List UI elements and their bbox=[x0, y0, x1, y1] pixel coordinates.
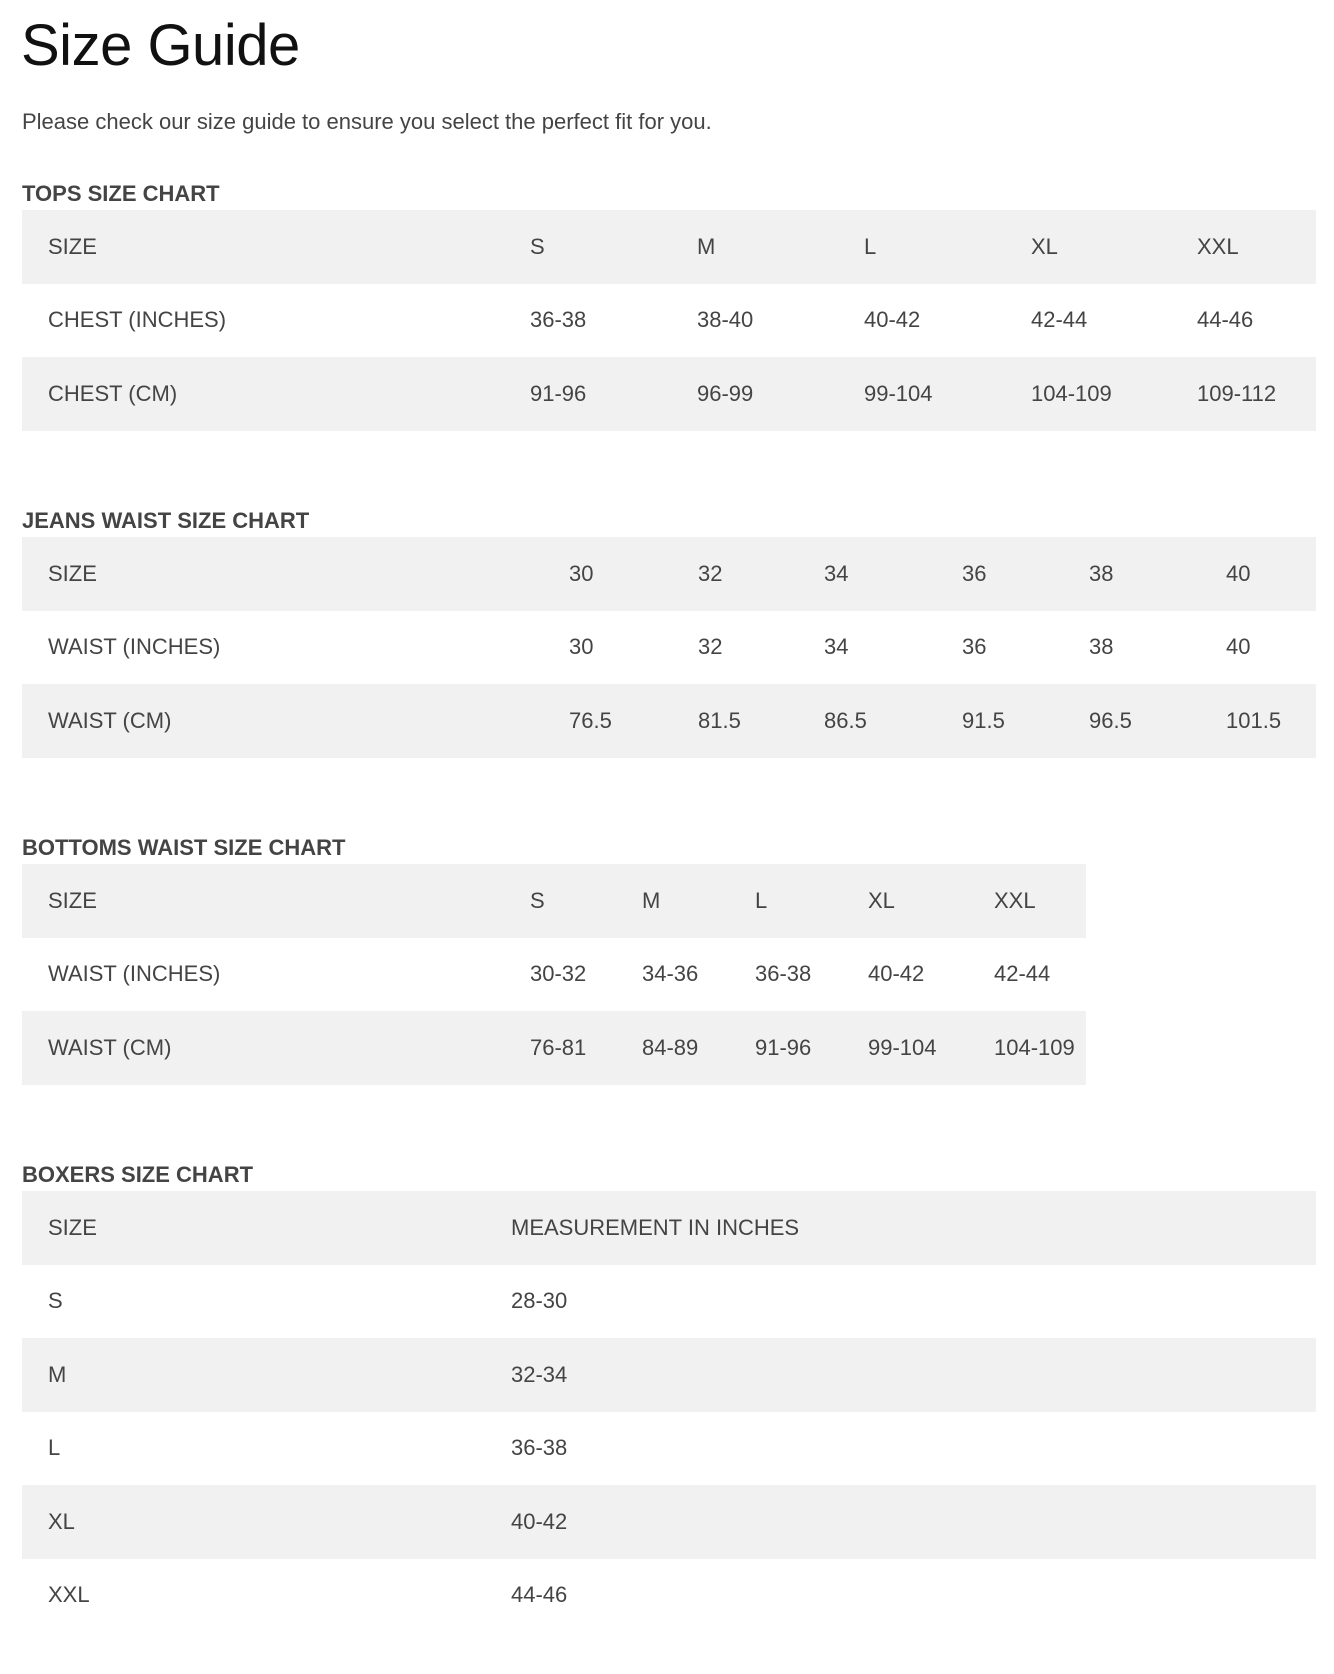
table-row: CHEST (CM) 91-96 96-99 99-104 104-109 109-112 bbox=[22, 357, 1316, 431]
table-cell: 40-42 bbox=[485, 1485, 1316, 1559]
boxers-heading: BOXERS SIZE CHART bbox=[22, 1162, 254, 1187]
page-title: Size Guide bbox=[21, 13, 300, 78]
bottoms-heading: BOTTOMS WAIST SIZE CHART bbox=[22, 835, 346, 860]
table-cell: M bbox=[616, 864, 729, 938]
table-cell: 99-104 bbox=[842, 1011, 968, 1085]
jeans-size-table: SIZE 30 32 34 36 38 40 WAIST (INCHES) 30 32 34 36 38… bbox=[22, 537, 1316, 758]
table-header-row: SIZE MEASUREMENT IN INCHES bbox=[22, 1191, 1316, 1265]
table-cell: 38-40 bbox=[671, 283, 838, 357]
table-row: XXL 44-46 bbox=[22, 1558, 1316, 1632]
table-cell: 104-109 bbox=[1005, 357, 1171, 431]
table-cell: 96-99 bbox=[671, 357, 838, 431]
table-cell: 32 bbox=[672, 537, 798, 611]
table-cell: XXL bbox=[968, 864, 1086, 938]
table-cell: 109-112 bbox=[1171, 357, 1316, 431]
table-cell: 38 bbox=[1063, 610, 1200, 684]
row-label-cell: XXL bbox=[22, 1558, 485, 1632]
row-label-cell: CHEST (INCHES) bbox=[22, 283, 504, 357]
table-cell: 91.5 bbox=[936, 684, 1063, 758]
row-label-cell: XL bbox=[22, 1485, 485, 1559]
table-cell: 91-96 bbox=[504, 357, 671, 431]
table-cell: MEASUREMENT IN INCHES bbox=[485, 1191, 1316, 1265]
table-cell: 44-46 bbox=[485, 1558, 1316, 1632]
table-cell: S bbox=[504, 864, 616, 938]
jeans-heading: JEANS WAIST SIZE CHART bbox=[22, 508, 310, 533]
table-cell: 101.5 bbox=[1200, 684, 1316, 758]
table-cell: 32 bbox=[672, 610, 798, 684]
table-cell: 40 bbox=[1200, 537, 1316, 611]
row-label-cell: S bbox=[22, 1264, 485, 1338]
table-cell: 42-44 bbox=[1005, 283, 1171, 357]
tops-size-table: SIZE S M L XL XXL CHEST (INCHES) 36-38 38-40 40-4… bbox=[22, 210, 1316, 431]
table-cell: S bbox=[504, 210, 671, 284]
row-label-cell: L bbox=[22, 1411, 485, 1485]
table-cell: 104-109 bbox=[968, 1011, 1086, 1085]
table-cell: 30 bbox=[543, 610, 672, 684]
row-label-cell: SIZE bbox=[22, 537, 543, 611]
table-row: XL 40-42 bbox=[22, 1485, 1316, 1559]
table-cell: 40-42 bbox=[842, 937, 968, 1011]
row-label-cell: WAIST (INCHES) bbox=[22, 610, 543, 684]
table-header-row: SIZE S M L XL XXL bbox=[22, 210, 1316, 284]
table-cell: XL bbox=[1005, 210, 1171, 284]
row-label-cell: WAIST (CM) bbox=[22, 1011, 504, 1085]
bottoms-size-table: SIZE S M L XL XXL WAIST (INCHES) 30-32 34-36 36-3… bbox=[22, 864, 1086, 1085]
table-cell: 40-42 bbox=[838, 283, 1005, 357]
table-cell: 34 bbox=[798, 537, 936, 611]
boxers-size-table: SIZE MEASUREMENT IN INCHES S 28-30 M 32-34 L 36… bbox=[22, 1191, 1316, 1632]
table-cell: 30 bbox=[543, 537, 672, 611]
table-cell: 44-46 bbox=[1171, 283, 1316, 357]
table-cell: 86.5 bbox=[798, 684, 936, 758]
table-header-row: SIZE 30 32 34 36 38 40 bbox=[22, 537, 1316, 611]
table-cell: 91-96 bbox=[729, 1011, 842, 1085]
table-row: CHEST (INCHES) 36-38 38-40 40-42 42-44 44-46 bbox=[22, 283, 1316, 357]
table-row: L 36-38 bbox=[22, 1411, 1316, 1485]
table-header-row: SIZE S M L XL XXL bbox=[22, 864, 1086, 938]
table-cell: 40 bbox=[1200, 610, 1316, 684]
table-cell: 84-89 bbox=[616, 1011, 729, 1085]
table-cell: 96.5 bbox=[1063, 684, 1200, 758]
table-cell: L bbox=[729, 864, 842, 938]
table-cell: M bbox=[671, 210, 838, 284]
table-cell: 38 bbox=[1063, 537, 1200, 611]
table-cell: 36-38 bbox=[485, 1411, 1316, 1485]
row-label-cell: WAIST (INCHES) bbox=[22, 937, 504, 1011]
table-cell: 28-30 bbox=[485, 1264, 1316, 1338]
table-cell: 76.5 bbox=[543, 684, 672, 758]
tops-heading: TOPS SIZE CHART bbox=[22, 181, 220, 206]
table-cell: 42-44 bbox=[968, 937, 1086, 1011]
row-label-cell: WAIST (CM) bbox=[22, 684, 543, 758]
table-row: WAIST (INCHES) 30 32 34 36 38 40 bbox=[22, 610, 1316, 684]
table-row: M 32-34 bbox=[22, 1338, 1316, 1412]
table-cell: 34 bbox=[798, 610, 936, 684]
table-cell: L bbox=[838, 210, 1005, 284]
table-cell: 36 bbox=[936, 537, 1063, 611]
table-cell: 30-32 bbox=[504, 937, 616, 1011]
row-label-cell: SIZE bbox=[22, 1191, 485, 1265]
table-row: WAIST (INCHES) 30-32 34-36 36-38 40-42 42-44 bbox=[22, 937, 1086, 1011]
table-cell: 36-38 bbox=[729, 937, 842, 1011]
row-label-cell: M bbox=[22, 1338, 485, 1412]
table-cell: 34-36 bbox=[616, 937, 729, 1011]
row-label-cell: CHEST (CM) bbox=[22, 357, 504, 431]
row-label-cell: SIZE bbox=[22, 210, 504, 284]
table-cell: 81.5 bbox=[672, 684, 798, 758]
row-label-cell: SIZE bbox=[22, 864, 504, 938]
table-cell: 36 bbox=[936, 610, 1063, 684]
table-row: WAIST (CM) 76.5 81.5 86.5 91.5 96.5 101.5 bbox=[22, 684, 1316, 758]
table-cell: 36-38 bbox=[504, 283, 671, 357]
table-cell: 99-104 bbox=[838, 357, 1005, 431]
table-cell: 76-81 bbox=[504, 1011, 616, 1085]
table-cell: XL bbox=[842, 864, 968, 938]
table-cell: XXL bbox=[1171, 210, 1316, 284]
intro-text: Please check our size guide to ensure yo… bbox=[22, 109, 712, 134]
table-row: S 28-30 bbox=[22, 1264, 1316, 1338]
table-cell: 32-34 bbox=[485, 1338, 1316, 1412]
table-row: WAIST (CM) 76-81 84-89 91-96 99-104 104-109 bbox=[22, 1011, 1086, 1085]
